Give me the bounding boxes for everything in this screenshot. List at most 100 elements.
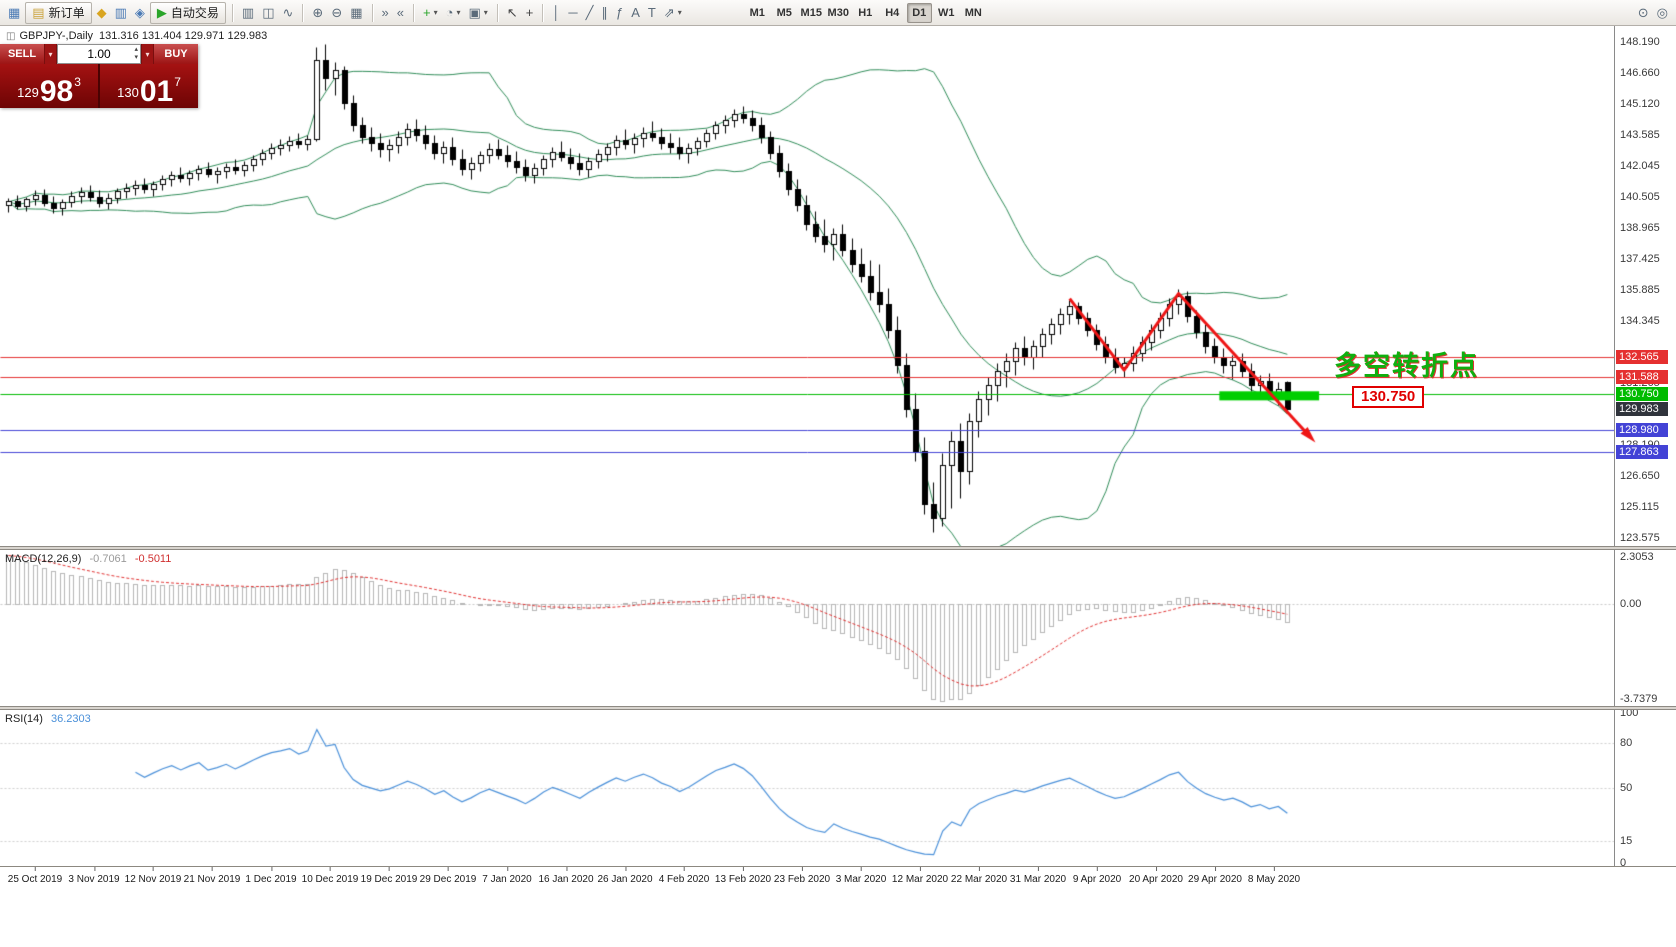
trendline-icon: ╱ [585,5,594,20]
candle-chart-button[interactable]: ◫ [259,2,277,24]
zoom-out-icon: ⊖ [331,5,343,20]
chart-window-button[interactable]: ▦ [5,2,23,24]
toolbar-right-group: ⊙ ◎ [1634,2,1672,24]
buy-price-button[interactable]: 130 01 7 [100,64,198,108]
timeframe-d1[interactable]: D1 [906,2,932,23]
buy-options-caret[interactable] [141,44,154,64]
price-axis-label: 134.345 [1620,315,1660,328]
crosshair-button[interactable]: + [523,2,537,24]
volume-input[interactable]: 1.00 ▴ ▾ [57,44,141,64]
macd-indicator-panel[interactable] [0,550,1614,706]
chevron-down-icon: ▾ [677,8,682,17]
panel-splitter[interactable] [0,706,1676,710]
text-button[interactable]: A [628,2,643,24]
time-axis[interactable]: 25 Oct 2019 3 Nov 2019 12 Nov 2019 21 Nov 2… [0,866,1676,890]
data-window-button[interactable]: ▥ [112,2,130,24]
one-click-price-row: 129 98 3 130 01 7 [0,64,198,108]
periods-button[interactable]: ◔ ▾ [443,2,464,24]
chevron-down-icon: ▾ [456,8,461,17]
timeframe-m1[interactable]: M1 [749,6,765,19]
timeframe-group: M1 M5 M15 M30 H1 H4 D1 W1 MN [744,2,987,23]
time-axis-label: 7 Jan 2020 [482,867,532,885]
sell-price-big: 98 [39,74,74,108]
zoom-in-icon: ⊕ [312,5,324,20]
toolbar-left-group: ▦ ▤ 新订单 ◆ ▥ ◈ ▶ 自动交易 ▥ ◫ ∿ ⊕ ⊖ ▦» «+ ▾ ◔ ▾ ▣ ▾ ↖ + │ ─ ╱ ∥ ƒ A T ⇗ ▾ [4,1,686,24]
rsi-axis-label: 100 [1620,707,1639,719]
timeframe-w1[interactable]: W1 [938,6,955,19]
rsi-axis-label: 80 [1620,737,1633,749]
main-price-chart[interactable] [0,26,1614,546]
auto-scroll-button[interactable]: » [379,2,392,24]
timeframe-mn[interactable]: MN [964,6,982,19]
chart-shift-button[interactable]: « [394,2,407,24]
volume-down-icon[interactable]: ▾ [134,54,138,61]
search-icon: ⊙ [1637,5,1649,20]
horizontal-line-button[interactable]: ─ [565,2,580,24]
cursor-button[interactable]: ↖ [504,2,521,24]
channel-icon: ∥ [601,5,608,20]
macd-main-value: -0.7061 [89,553,127,565]
zoom-out-button[interactable]: ⊖ [328,2,345,24]
timeframe-m30[interactable]: M30 [827,6,849,19]
time-axis-label: 19 Dec 2019 [360,867,418,885]
chart-symbol-icon: ◫ [6,31,16,42]
navigator-button[interactable]: ◈ [132,2,148,24]
buy-button[interactable]: BUY [154,44,198,64]
buy-price-sup: 7 [174,75,181,89]
toolbar-separator [542,3,544,22]
tile-windows-button[interactable]: ▦ [347,2,365,24]
arrows-icon: ⇗ [663,5,675,20]
zoom-in-button[interactable]: ⊕ [309,2,326,24]
price-line-badge: 129.983 [1616,402,1668,417]
new-order-button[interactable]: ▤ 新订单 [25,1,92,24]
arrows-button[interactable]: ⇗ ▾ [661,2,685,24]
price-axis-label: 145.120 [1620,98,1660,111]
price-axis-label: 146.660 [1620,67,1660,80]
trendline-button[interactable]: ╱ [583,2,597,24]
line-chart-button[interactable]: ∿ [280,2,297,24]
time-axis-label: 8 May 2020 [1247,867,1301,885]
one-click-trading-panel: SELL 1.00 ▴ ▾ BUY 129 98 3 130 01 [0,44,198,108]
timeframe-h4[interactable]: H4 [885,6,900,19]
community-button[interactable]: ◎ [1654,2,1671,24]
community-icon: ◎ [1656,5,1668,20]
label-button[interactable]: T [645,2,659,24]
symbol-header: ◫ GBPJPY-,Daily 131.316 131.404 129.971 12… [6,30,267,42]
channel-button[interactable]: ∥ [598,2,611,24]
price-axis[interactable]: 148.190 146.660 145.120 143.585 142.045 140.5… [1614,26,1676,890]
price-axis-label: 123.575 [1620,532,1660,545]
auto-trading-button-label: 自动交易 [170,6,219,20]
timeframe-m5[interactable]: M5 [776,6,792,19]
auto-trading-button[interactable]: ▶ 自动交易 [149,1,226,24]
market-watch-icon: ◆ [96,5,107,20]
rsi-indicator-panel[interactable] [0,710,1614,866]
tile-windows-icon: ▦ [350,5,363,20]
time-axis-label: 16 Jan 2020 [538,867,594,885]
search-button[interactable]: ⊙ [1635,2,1652,24]
sell-button[interactable]: SELL [0,44,44,64]
market-watch-button[interactable]: ◆ [94,2,110,24]
timeframe-m15[interactable]: M15 [800,6,822,19]
ohlc-values: 131.316 131.404 129.971 129.983 [99,30,268,42]
panel-splitter[interactable] [0,546,1676,550]
bar-chart-button[interactable]: ▥ [239,2,257,24]
time-axis-label: 1 Dec 2019 [245,867,297,885]
price-axis-label: 125.115 [1620,501,1659,514]
macd-axis-label: 2.3053 [1620,551,1654,563]
indicators-button[interactable]: + ▾ [420,2,441,24]
fibonacci-button[interactable]: ƒ [613,2,626,24]
volume-up-icon[interactable]: ▴ [134,46,138,53]
toolbar-separator [302,3,304,22]
buy-price-big: 01 [139,74,174,108]
sell-options-caret[interactable] [44,44,57,64]
vertical-line-button[interactable]: │ [549,2,563,24]
fibonacci-icon: ƒ [615,5,624,20]
time-axis-label: 22 Mar 2020 [950,867,1008,885]
price-level-label: 130.750 [1352,386,1425,408]
time-axis-label: 9 Apr 2020 [1072,867,1122,885]
timeframe-h1[interactable]: H1 [858,6,873,19]
price-axis-label: 142.045 [1620,160,1660,173]
time-axis-label: 10 Dec 2019 [301,867,359,885]
templates-button[interactable]: ▣ ▾ [465,2,490,24]
sell-price-button[interactable]: 129 98 3 [0,64,98,108]
